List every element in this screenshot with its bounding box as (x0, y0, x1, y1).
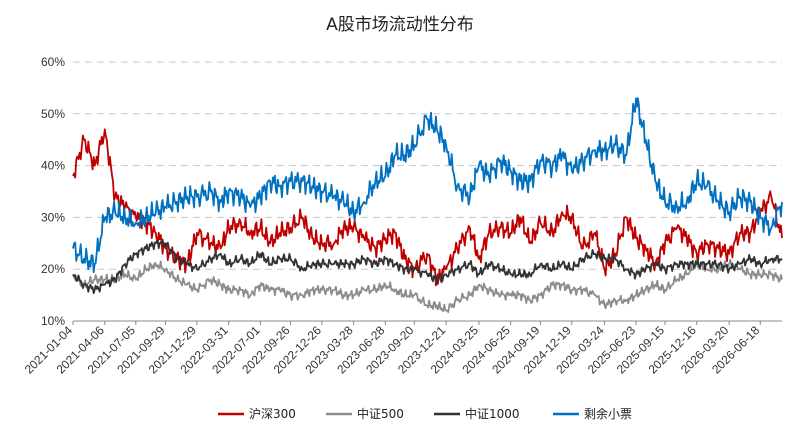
y-tick-label: 10% (41, 314, 65, 328)
chart-title: A股市场流动性分布 (326, 15, 474, 35)
y-tick-label: 20% (41, 262, 65, 276)
y-tick-label: 30% (41, 210, 65, 224)
series-line-1 (72, 128, 783, 287)
series-line-4 (72, 97, 783, 274)
gridlines (73, 61, 782, 270)
legend-label: 中证500 (357, 406, 404, 421)
x-axis-ticks: 2021-01-042021-04-062021-07-052021-09-29… (22, 321, 763, 377)
y-tick-label: 60% (41, 55, 65, 69)
y-tick-label: 40% (41, 159, 65, 173)
series-line-2 (72, 258, 783, 314)
legend-label: 沪深300 (249, 407, 296, 421)
legend: 沪深300 中证500 中证1000 剩余小票 (218, 406, 632, 421)
legend-label: 中证1000 (465, 406, 520, 421)
series-lines (72, 97, 783, 314)
legend-label: 剩余小票 (584, 406, 632, 421)
y-tick-label: 50% (41, 107, 65, 121)
series-line-3 (72, 238, 783, 295)
y-axis-ticks: 10% 20% 30% 40% 50% 60% (41, 55, 65, 328)
